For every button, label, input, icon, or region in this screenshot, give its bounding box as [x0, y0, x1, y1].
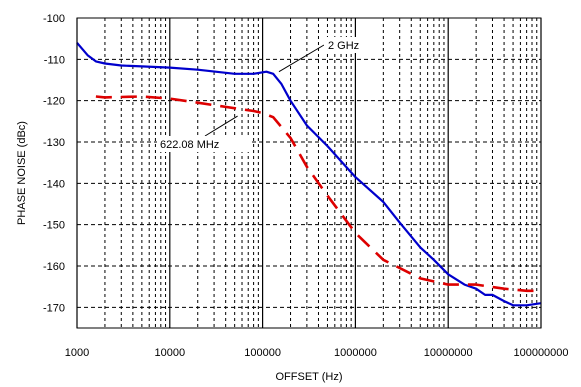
x-tick-label: 100000 [244, 347, 281, 359]
annotation-bg-2ghz [324, 37, 382, 53]
y-tick-label: -130 [43, 137, 65, 149]
annotation-leader-2ghz [278, 44, 325, 73]
plot-frame [76, 17, 542, 329]
grid [76, 17, 542, 328]
y-tick-label: -160 [43, 261, 65, 273]
series-line-622mhz [95, 95, 541, 293]
y-axis-title: PHASE NOISE (dBc) [16, 121, 28, 225]
x-axis-title: OFFSET (Hz) [275, 371, 342, 383]
annotation-label-622mhz: 622.08 MHz [160, 139, 219, 151]
annotation-bg-622mhz [157, 136, 249, 152]
y-tick-label: -140 [43, 178, 65, 190]
x-tick-label: 100000000 [513, 347, 568, 359]
annotations: 2 GHz 622.08 MHz [157, 37, 382, 152]
x-tick-label: 1000000 [334, 347, 377, 359]
y-axis-ticks: -100 -110 -120 -130 -140 -150 -160 -170 [43, 13, 65, 314]
x-tick-label: 1000 [65, 347, 89, 359]
y-tick-label: -120 [43, 96, 65, 108]
series-layer [76, 42, 542, 307]
x-axis-ticks: 1000 10000 100000 1000000 10000000 100000000 [65, 347, 569, 359]
series-line-2ghz [76, 42, 542, 307]
x-tick-label: 10000000 [424, 347, 473, 359]
annotation-label-2ghz: 2 GHz [328, 40, 359, 52]
x-tick-label: 10000 [155, 347, 186, 359]
y-tick-label: -100 [43, 13, 65, 25]
annotation-leader-622mhz [204, 115, 238, 137]
y-tick-label: -170 [43, 302, 65, 314]
y-tick-label: -110 [44, 54, 65, 66]
y-tick-label: -150 [43, 220, 65, 232]
